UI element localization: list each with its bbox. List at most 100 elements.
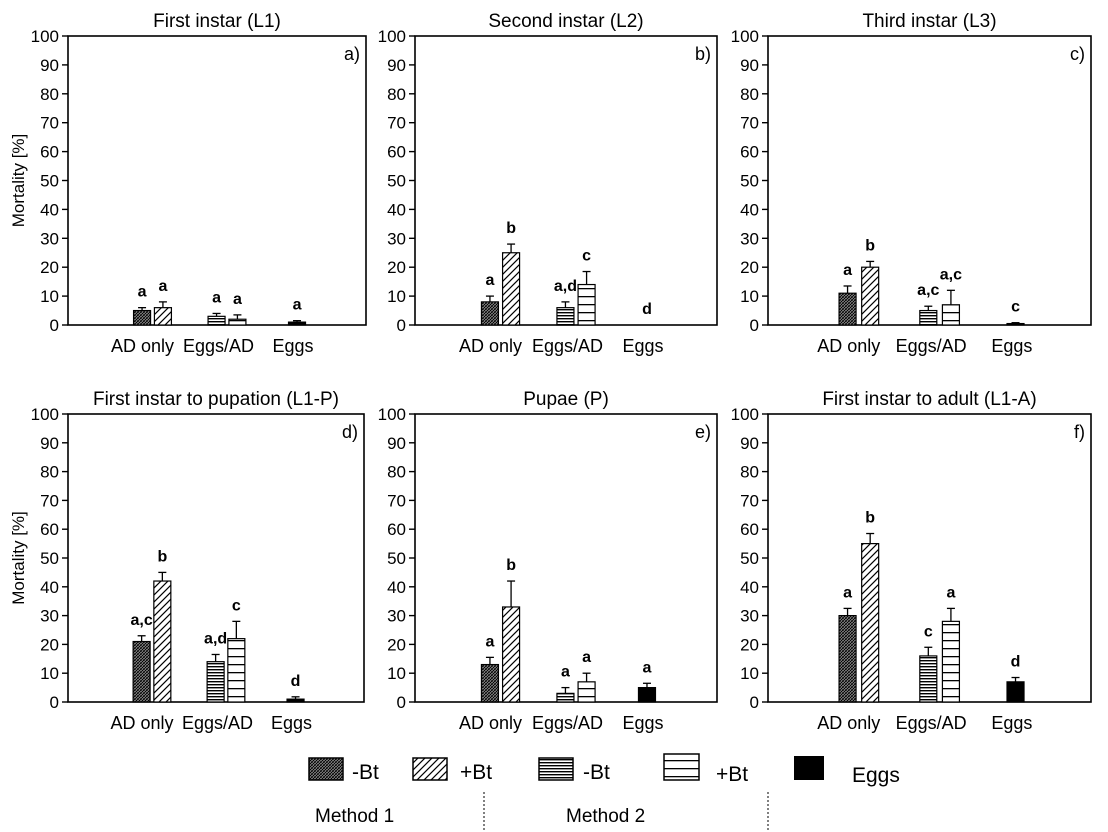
y-tick-label: 50 (740, 172, 759, 191)
legend-label-4: +Bt (716, 763, 748, 786)
bar-horizontal-wide (941, 304, 961, 326)
y-tick-label: 70 (740, 114, 759, 133)
panel-title: First instar to pupation (L1-P) (93, 389, 339, 410)
y-tick-label: 100 (31, 405, 59, 424)
y-tick-label: 100 (31, 27, 59, 46)
y-tick-label: 80 (387, 463, 406, 482)
y-axis-label: Mortality [%] (9, 511, 28, 605)
legend-swatch-1 (308, 757, 344, 781)
y-tick-label: 100 (731, 27, 759, 46)
y-tick-label: 10 (387, 664, 406, 683)
y-tick-label: 60 (740, 520, 759, 539)
significance-letter: c (232, 597, 241, 614)
y-tick-label: 90 (40, 56, 59, 75)
plot-frame (67, 35, 367, 326)
legend: -Bt +Bt -Bt +Bt Eggs Method 1 Method 2 (308, 753, 900, 832)
legend-label-5: Eggs (852, 764, 900, 787)
chart-panels: First instar (L1) a) 0 10 20 30 40 50 60 70 80 90 10… (9, 11, 1092, 733)
y-tick-label: 50 (387, 549, 406, 568)
bar-cross-dense (480, 301, 500, 326)
significance-letter: a (643, 659, 652, 676)
y-tick-label: 70 (40, 114, 59, 133)
significance-letter: a (582, 649, 591, 666)
panel-letter: f) (1074, 422, 1085, 442)
bar-solid (1006, 322, 1025, 326)
bar-horizontal-dense (556, 307, 575, 326)
bar-cross-dense (132, 309, 152, 326)
chart-panel-2: Second instar (L2) b) 0 10 20 30 40 50 60 70 80 90 1… (378, 11, 718, 356)
y-tick-label: 90 (740, 56, 759, 75)
significance-letter: d (642, 301, 652, 318)
y-tick-label: 0 (397, 693, 406, 712)
bar-horizontal-wide (577, 681, 596, 703)
bar-solid (637, 686, 657, 703)
significance-letter: c (924, 623, 933, 640)
significance-letter: b (157, 548, 167, 565)
y-tick-label: 60 (740, 143, 759, 162)
y-tick-label: 10 (740, 287, 759, 306)
y-tick-label: 60 (40, 520, 59, 539)
significance-letter: a,d (554, 278, 577, 295)
y-tick-label: 0 (397, 316, 406, 335)
chart-panel-1: First instar (L1) a) 0 10 20 30 40 50 60 70 80 90 10… (9, 11, 367, 356)
category-label: AD only (110, 713, 173, 733)
significance-letter: a (138, 284, 147, 301)
bar-horizontal-wide (577, 283, 596, 326)
bar-horizontal-dense (206, 661, 225, 703)
bar-horizontal-dense (556, 692, 575, 703)
y-tick-label: 70 (740, 491, 759, 510)
significance-letter: a (843, 262, 852, 279)
bar-horizontal-dense (919, 309, 938, 326)
category-label: AD only (817, 713, 880, 733)
category-label: Eggs/AD (183, 336, 254, 356)
y-tick-label: 0 (50, 316, 59, 335)
bar-cross-dense (480, 663, 500, 703)
panel-letter: b) (695, 44, 711, 64)
bar-diagonal (861, 266, 880, 326)
y-tick-label: 70 (387, 491, 406, 510)
legend-method-1: Method 1 (315, 806, 394, 827)
chart-panel-5: Pupae (P) e) 0 10 20 30 40 50 60 70 80 90 100 AD only… (378, 389, 718, 733)
y-tick-label: 90 (40, 434, 59, 453)
significance-letter: a,c (130, 612, 152, 629)
category-label: Eggs (271, 713, 312, 733)
y-tick-label: 30 (40, 229, 59, 248)
category-label: Eggs (991, 336, 1032, 356)
legend-swatch-4 (663, 753, 700, 781)
panel-title: Pupae (P) (523, 389, 609, 410)
bar-horizontal-dense (207, 315, 226, 326)
y-tick-label: 40 (740, 578, 759, 597)
significance-letter: c (1011, 299, 1020, 316)
significance-letter: a (485, 633, 494, 650)
y-tick-label: 10 (40, 287, 59, 306)
panel-letter: d) (342, 422, 358, 442)
significance-letter: a (158, 278, 167, 295)
y-tick-label: 20 (740, 258, 759, 277)
y-tick-label: 60 (387, 143, 406, 162)
significance-letter: a,d (204, 630, 227, 647)
bar-diagonal (501, 606, 521, 703)
y-tick-label: 20 (40, 258, 59, 277)
category-label: Eggs (622, 713, 663, 733)
panel-title: First instar (L1) (153, 11, 281, 32)
y-tick-label: 0 (750, 693, 759, 712)
chart-panel-6: First instar to adult (L1-A) f) 0 10 20 30 40 5… (731, 389, 1092, 733)
panel-title: Second instar (L2) (488, 11, 643, 32)
y-tick-label: 50 (387, 172, 406, 191)
bar-cross-dense (838, 292, 857, 326)
category-label: Eggs/AD (532, 336, 603, 356)
legend-label-2: +Bt (460, 761, 492, 784)
panel-title: Third instar (L3) (862, 11, 996, 32)
y-tick-label: 90 (387, 56, 406, 75)
y-tick-label: 0 (750, 316, 759, 335)
plot-frame (414, 413, 718, 703)
y-tick-label: 80 (40, 463, 59, 482)
y-tick-label: 20 (387, 635, 406, 654)
y-tick-label: 50 (40, 549, 59, 568)
significance-letter: a (843, 584, 852, 601)
y-tick-label: 40 (40, 200, 59, 219)
significance-letter: a (485, 272, 494, 289)
category-label: Eggs/AD (532, 713, 603, 733)
significance-letter: d (1011, 654, 1021, 671)
